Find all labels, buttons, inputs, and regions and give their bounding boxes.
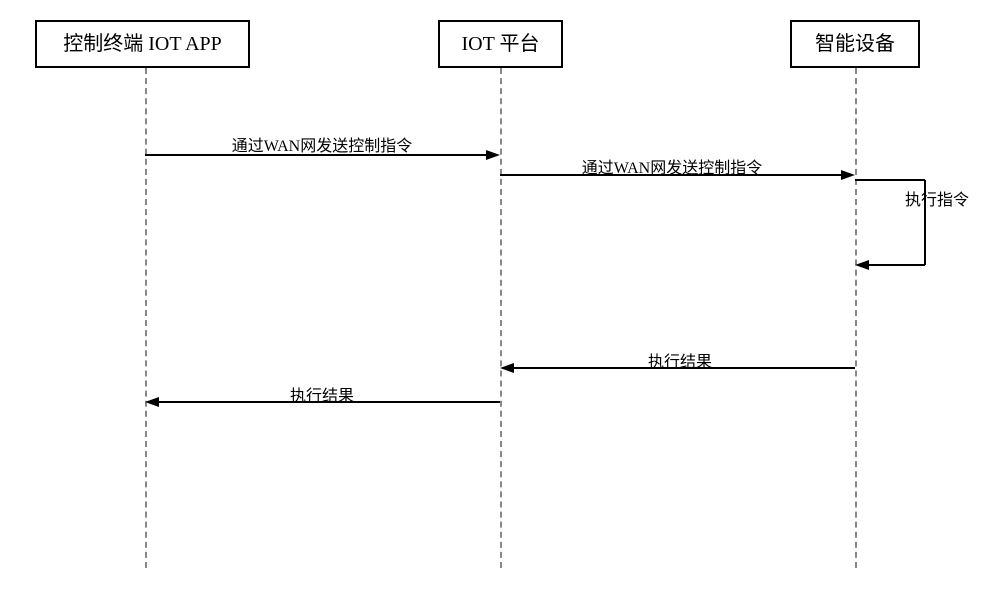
sequence-diagram: 控制终端 IOT APP IOT 平台 智能设备 通过WAN网发送控制指令 通过…: [0, 0, 1000, 600]
msg-label-m5: 执行结果: [290, 382, 354, 406]
participant-device: 智能设备: [790, 20, 920, 68]
participant-device-label: 智能设备: [815, 33, 895, 55]
msg-label-m4: 执行结果: [648, 348, 712, 372]
lifeline-platform: [500, 68, 502, 568]
msg-label-m3: 执行指令: [905, 186, 969, 210]
participant-app-label: 控制终端 IOT APP: [63, 33, 222, 55]
participant-platform-label: IOT 平台: [462, 33, 540, 55]
msg-label-m1: 通过WAN网发送控制指令: [232, 132, 412, 156]
lifeline-device: [855, 68, 857, 568]
msg-label-m2: 通过WAN网发送控制指令: [582, 154, 762, 178]
participant-platform: IOT 平台: [438, 20, 563, 68]
participant-app: 控制终端 IOT APP: [35, 20, 250, 68]
lifeline-app: [145, 68, 147, 568]
